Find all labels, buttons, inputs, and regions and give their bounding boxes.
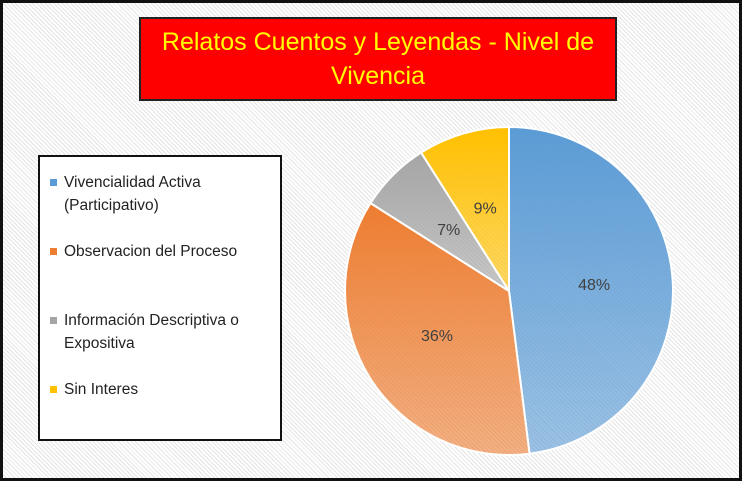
legend-item: Vivencialidad Activa (Participativo) xyxy=(50,171,276,240)
pie-slice xyxy=(419,125,510,295)
legend-label: Información Descriptiva o Expositiva xyxy=(64,312,239,352)
data-label: 36% xyxy=(421,328,453,345)
legend-swatch xyxy=(50,248,57,255)
pie-slice xyxy=(344,201,531,456)
pie-area: 48% 36% 7% 9% xyxy=(344,125,674,456)
legend: Vivencialidad Activa (Participativo) Obse… xyxy=(38,155,282,441)
legend-label: Vivencialidad Activa (Participativo) xyxy=(64,174,201,214)
data-label: 9% xyxy=(474,200,497,217)
legend-swatch xyxy=(50,317,57,324)
pie-slice xyxy=(508,125,674,455)
legend-label: Observacion del Proceso xyxy=(64,243,238,260)
legend-item: Observacion del Proceso xyxy=(50,240,276,309)
chart-title: Relatos Cuentos y Leyendas - Nivel de Vi… xyxy=(139,17,617,101)
legend-item: Información Descriptiva o Expositiva xyxy=(50,309,276,378)
legend-label: Sin Interes xyxy=(64,381,139,398)
legend-swatch xyxy=(50,179,57,186)
legend-swatch xyxy=(50,386,57,393)
data-label: 48% xyxy=(578,277,610,294)
legend-item: Sin Interes xyxy=(50,378,276,447)
data-label: 7% xyxy=(437,222,460,239)
